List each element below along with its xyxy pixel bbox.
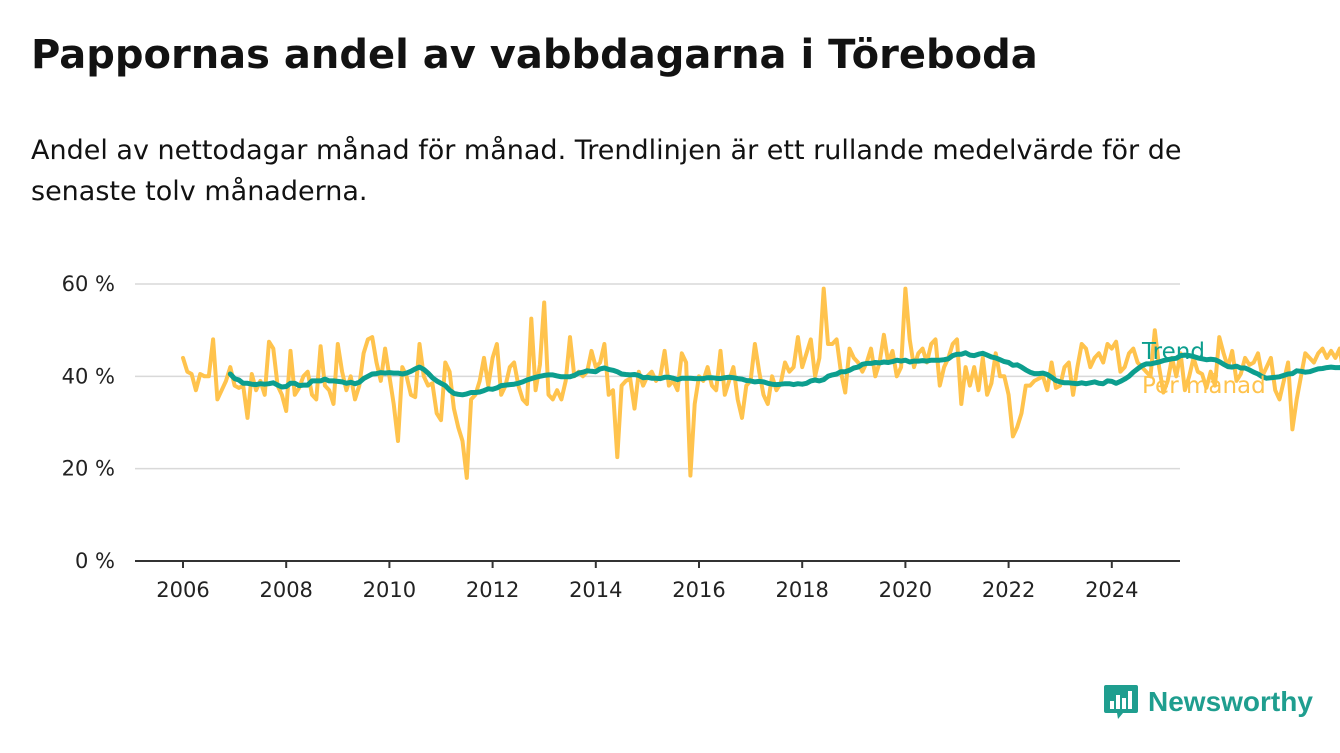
chart-title: Pappornas andel av vabbdagarna i Törebod… [31,32,1038,78]
x-tick-label: 2022 [982,578,1035,602]
x-tick-label: 2016 [672,578,725,602]
x-axis: 2006 2008 2010 2012 2014 2016 2018 2020 2022 2024 [135,560,1180,602]
series-line-trend [227,350,1340,398]
x-tick-label: 2006 [156,578,209,602]
series-line-per-manad [181,286,1340,480]
y-tick-label: 20 % [62,457,115,481]
y-tick-label: 60 % [62,272,115,296]
x-tick-label: 2008 [259,578,312,602]
legend-label-per-manad: Per månad [1142,371,1266,399]
legend-label-trend: Trend [1141,339,1205,365]
x-tick-label: 2024 [1085,578,1138,602]
y-tick-label: 0 % [75,549,115,573]
y-tick-label: 40 % [62,364,115,388]
chart-subtitle: Andel av nettodagar månad för månad. Tre… [31,135,1182,207]
x-tick-label: 2018 [775,578,828,602]
brand-name: Newsworthy [1148,686,1313,717]
x-tick-label: 2014 [569,578,622,602]
y-axis-ticks: 0 % 20 % 40 % 60 % [62,272,115,573]
bar-chart-speech-bubble-icon [1104,685,1138,719]
series-lines [181,286,1340,480]
x-tick-label: 2012 [466,578,519,602]
x-tick-label: 2010 [363,578,416,602]
x-tick-label: 2020 [879,578,932,602]
brand-logo[interactable]: Newsworthy [1103,682,1313,722]
legend: Per månad Trend [1141,339,1266,399]
